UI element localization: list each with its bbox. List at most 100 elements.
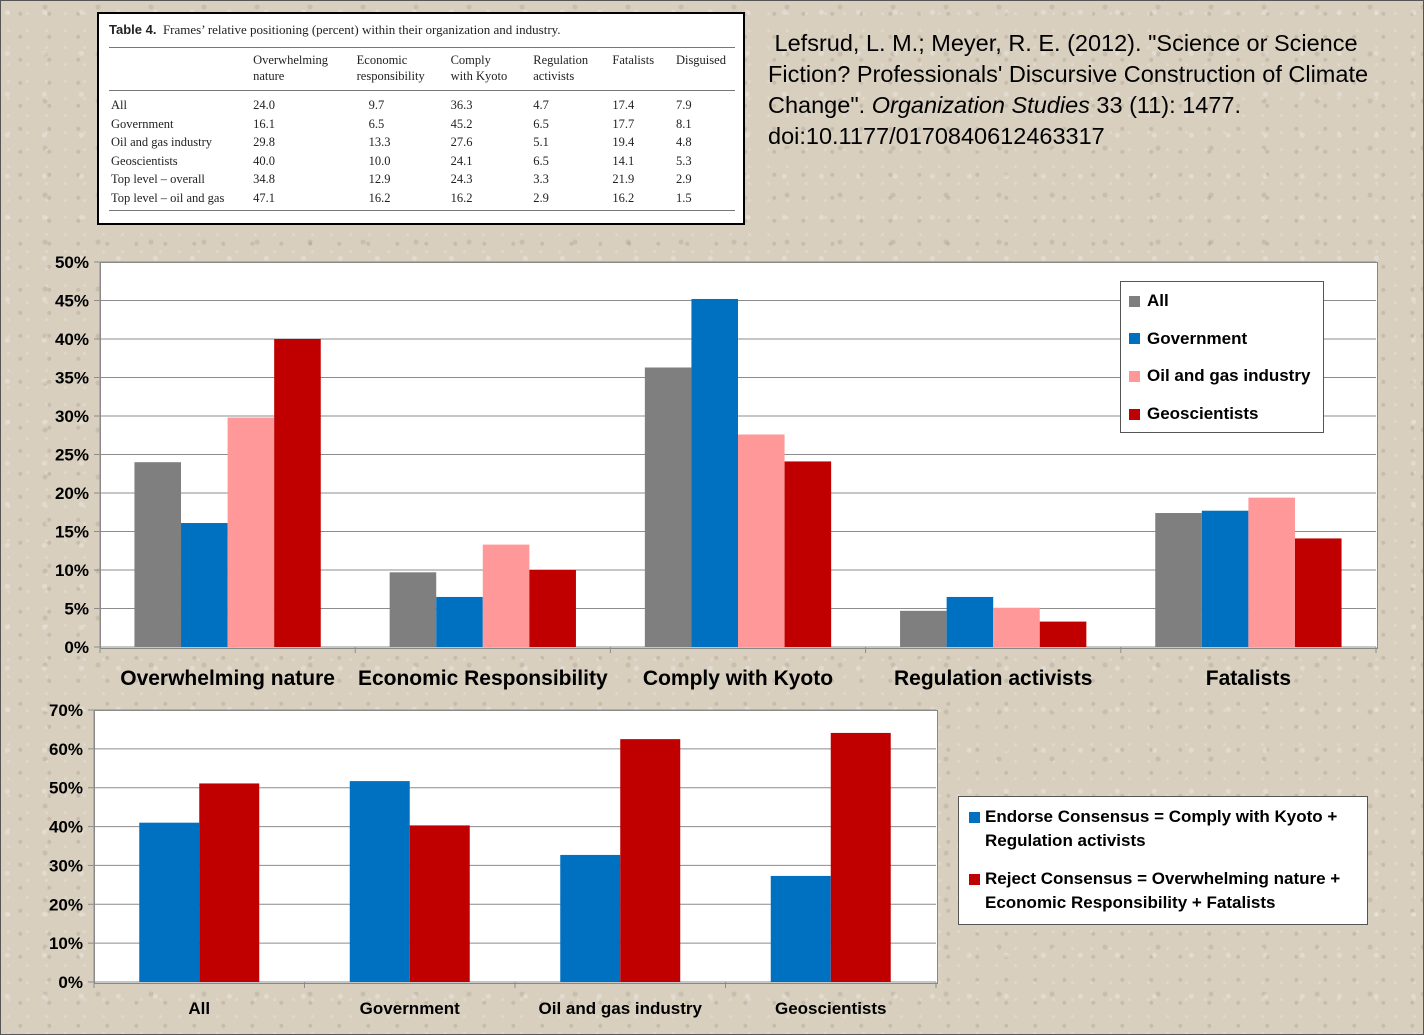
table-header-line1: Disguised <box>675 53 726 67</box>
citation-authors-title: Lefsrud, L. M.; Meyer, R. E. (2012). "Sc… <box>768 30 1369 118</box>
table-cell: 29.8 <box>253 135 275 150</box>
y-tick-label: 70% <box>49 701 83 720</box>
legend-label: Oil and gas industry <box>1147 366 1311 386</box>
table-cell: 40.0 <box>253 153 275 168</box>
bar <box>784 461 832 647</box>
table-row: Geoscientists 40.0 10.0 24.1 6.5 14.1 5.3 <box>109 152 735 171</box>
chart1-legend: All Government Oil and gas industry Geoscie… <box>1120 281 1324 433</box>
table-cell: 6.5 <box>533 116 549 131</box>
frames-table: Overwhelming nature Economic responsibility… <box>109 47 735 211</box>
table-caption-text: Frames’ relative positioning (percent) w… <box>162 22 561 37</box>
citation: Lefsrud, L. M.; Meyer, R. E. (2012). "Sc… <box>768 28 1408 152</box>
table-cell: 19.4 <box>612 135 635 150</box>
table-cell: 16.2 <box>354 188 449 211</box>
bar <box>1248 497 1295 647</box>
table-row-label: All <box>111 98 127 113</box>
bar <box>560 854 621 982</box>
table-header-cell: Regulation activists <box>531 47 611 91</box>
legend-swatch <box>1129 408 1140 420</box>
table-row: All 24.0 9.7 36.3 4.7 17.4 7.9 <box>109 91 735 115</box>
bar <box>1155 513 1202 647</box>
bar <box>946 596 994 647</box>
bar <box>274 339 321 647</box>
table-body: All 24.0 9.7 36.3 4.7 17.4 7.9 Government 16.1 6.… <box>109 91 735 211</box>
table-cell: 16.2 <box>610 188 674 211</box>
table-header-line2: with Kyoto <box>450 69 508 83</box>
bar <box>1201 510 1249 647</box>
table-row: Oil and gas industry 29.8 13.3 27.6 5.1 19.4 4… <box>109 133 735 152</box>
table-cell: 47.1 <box>251 188 355 211</box>
bar <box>770 875 831 982</box>
data-table-panel: Table 4. Frames’ relative positioning (p… <box>97 12 745 225</box>
legend-item: Government <box>1129 328 1247 350</box>
citation-volume-doi: 33 (11): 1477. doi:10.1177/0170840612463… <box>768 92 1242 149</box>
bar <box>389 572 437 647</box>
table-cell: 14.1 <box>612 153 635 168</box>
y-tick-label: 5% <box>64 600 89 619</box>
legend-item: Reject Consensus = Overwhelming nature +… <box>969 867 1359 915</box>
table-cell: 2.9 <box>675 172 692 187</box>
table-row: Top level – oil and gas 47.1 16.2 16.2 2.9 16… <box>109 188 735 211</box>
table-header-line1: Regulation <box>533 53 589 67</box>
legend-label: Endorse Consensus = Comply with Kyoto + … <box>985 807 1338 850</box>
table-header-row: Overwhelming nature Economic responsibility… <box>109 47 735 91</box>
table-row-label: Top level – oil and gas <box>109 188 252 211</box>
table-cell: 12.9 <box>368 172 391 187</box>
table-cell: 24.3 <box>450 172 473 187</box>
table-row: Top level – overall 34.8 12.9 24.3 3.3 21.9 2.… <box>109 170 735 189</box>
table-cell: 4.8 <box>675 135 692 150</box>
bar <box>436 596 483 647</box>
table-cell: 13.3 <box>368 135 391 150</box>
table-cell: 24.1 <box>450 153 473 168</box>
bar <box>139 822 200 982</box>
legend-label: All <box>1147 291 1169 310</box>
table-cell: 6.5 <box>368 116 385 131</box>
table-cell: 9.7 <box>368 98 385 113</box>
table-header-line2: nature <box>253 69 285 83</box>
table-caption: Table 4. Frames’ relative positioning (p… <box>109 22 561 38</box>
bar <box>691 298 738 647</box>
legend-item: All <box>1129 290 1169 312</box>
table-header-cell: Disguised <box>673 47 735 91</box>
legend-item: Geoscientists <box>1129 403 1259 425</box>
legend-swatch <box>969 874 980 885</box>
table-header-cell: Economic responsibility <box>354 47 449 91</box>
table-row-label: Geoscientists <box>111 153 178 168</box>
legend-swatch <box>1129 370 1140 382</box>
table-cell: 34.8 <box>253 172 275 187</box>
bar <box>900 610 947 647</box>
table-cell: 10.0 <box>368 153 391 168</box>
table-cell: 27.6 <box>450 135 473 150</box>
bar <box>409 825 470 982</box>
table-header-cell: Overwhelming nature <box>251 47 355 91</box>
table-header-cell <box>109 47 252 91</box>
y-tick-label: 10% <box>49 934 83 953</box>
table-header-line1: Comply <box>450 53 491 67</box>
y-tick-label: 40% <box>55 330 89 349</box>
table-cell: 5.1 <box>533 135 549 150</box>
x-category-label: Economic Responsibility <box>358 667 608 690</box>
y-tick-label: 30% <box>49 856 83 875</box>
y-tick-label: 35% <box>55 369 89 388</box>
table-cell: 16.1 <box>253 116 275 131</box>
bar <box>738 434 785 647</box>
y-tick-label: 20% <box>49 895 83 914</box>
table-row-label: Top level – overall <box>111 172 205 187</box>
bar <box>1039 621 1087 647</box>
table-cell: 16.2 <box>448 188 532 211</box>
x-category-label: Comply with Kyoto <box>643 667 833 690</box>
table-cell: 7.9 <box>675 98 692 113</box>
legend-label: Government <box>1147 328 1248 348</box>
y-tick-label: 40% <box>49 818 83 837</box>
x-category-label: Fatalists <box>1206 667 1291 690</box>
legend-label: Geoscientists <box>1147 404 1259 424</box>
x-category-label: Overwhelming nature <box>120 667 335 690</box>
y-tick-label: 0% <box>64 638 89 657</box>
x-category-label: Regulation activists <box>894 667 1092 690</box>
legend-item: Endorse Consensus = Comply with Kyoto + … <box>969 805 1359 853</box>
table-cell: 4.7 <box>533 98 549 113</box>
y-tick-label: 25% <box>55 446 89 465</box>
table-header-line1: Overwhelming <box>253 53 329 67</box>
bar <box>349 781 410 982</box>
